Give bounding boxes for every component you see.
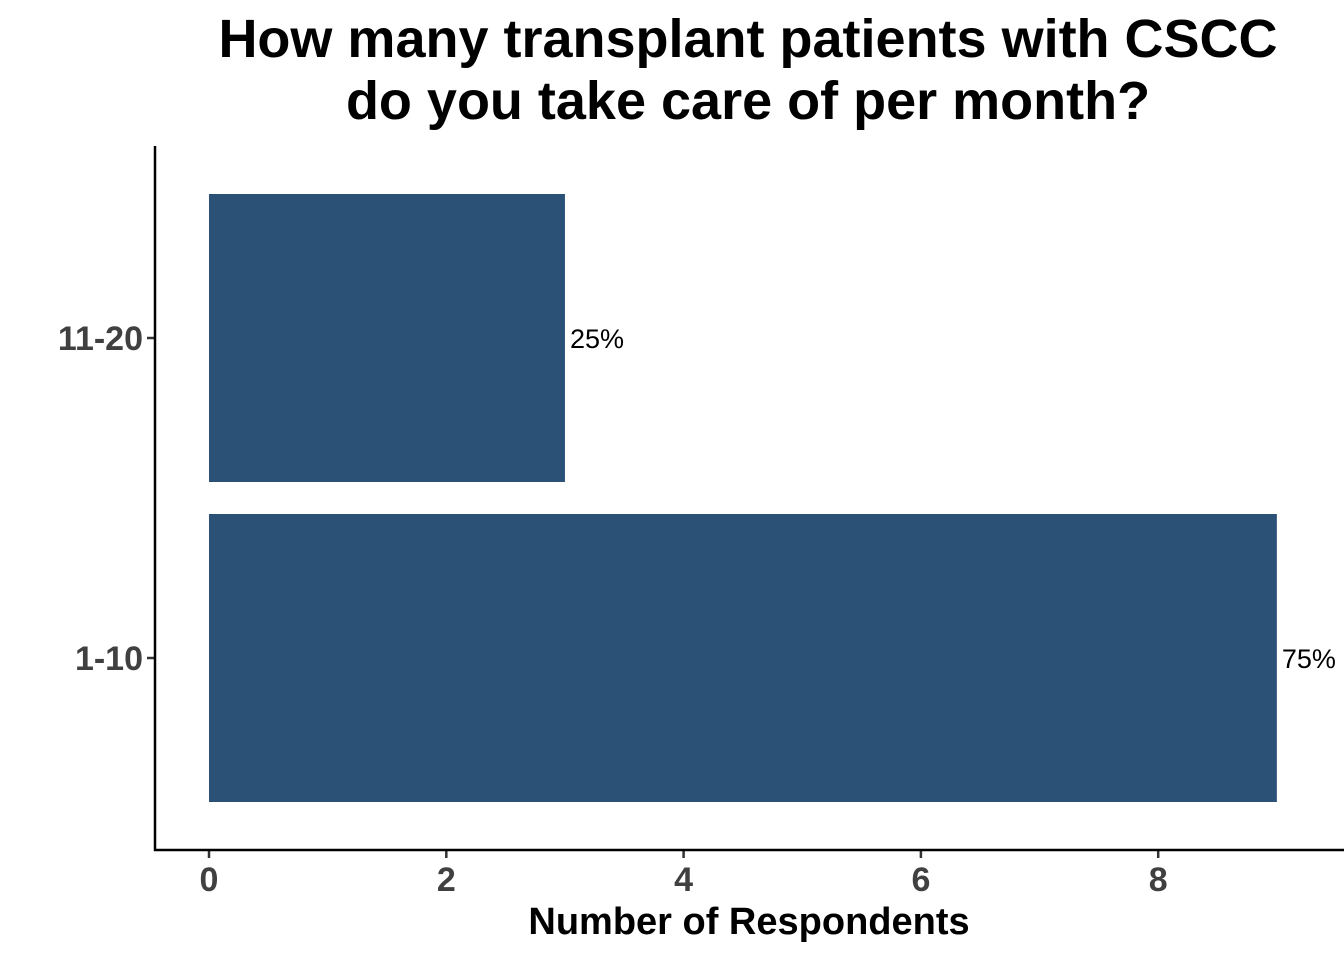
chart-title-line-1: How many transplant patients with CSCC xyxy=(218,9,1277,69)
bars-layer xyxy=(209,194,1277,802)
x-axis-title: Number of Respondents xyxy=(528,901,969,943)
x-tick-label: 2 xyxy=(437,861,456,899)
x-tick-label: 8 xyxy=(1149,861,1168,899)
chart-title-line-2: do you take care of per month? xyxy=(346,71,1150,131)
y-tick-label: 11-20 xyxy=(58,320,143,358)
y-tick-label: 1-10 xyxy=(75,640,143,678)
bar-1-10 xyxy=(209,514,1277,802)
x-tick-label: 6 xyxy=(911,861,930,899)
ticks-layer: 11-20 1-10 0 2 4 6 8 xyxy=(58,320,1168,899)
bar-11-20 xyxy=(209,194,565,482)
data-labels-layer: 25% 75% xyxy=(570,324,1336,674)
data-label-11-20: 25% xyxy=(570,324,624,354)
x-tick-label: 0 xyxy=(200,861,219,899)
x-tick-label: 4 xyxy=(674,861,693,899)
data-label-1-10: 75% xyxy=(1282,644,1336,674)
